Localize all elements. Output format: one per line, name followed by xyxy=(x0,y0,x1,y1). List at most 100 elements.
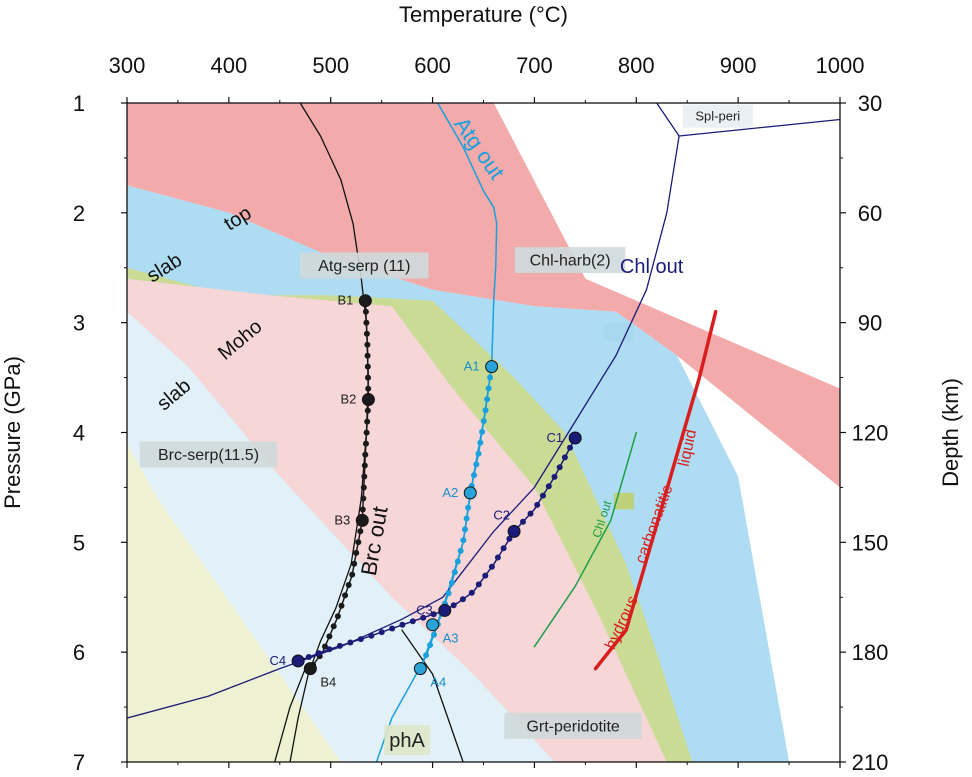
path-dots xyxy=(295,297,579,670)
path-dot-3-18 xyxy=(468,589,475,596)
point-label-c1: C1 xyxy=(547,430,564,445)
axes: 300 400 500 600 700 800 900 1000 1 2 3 4 5 6 7 30 60 90 12… xyxy=(73,53,888,775)
y-tick-label-5: 5 xyxy=(73,530,85,555)
highlight-square-1 xyxy=(603,322,634,342)
x-tick-label-800: 800 xyxy=(618,53,655,78)
path-dot-3-20 xyxy=(450,602,457,609)
field-box-chl-harb-2 xyxy=(514,247,626,274)
path-dot-2-6 xyxy=(480,418,487,424)
path-dot-1-19 xyxy=(360,495,367,502)
path-dot-1-24 xyxy=(353,549,360,556)
curve-hydrous-carbonatitic-liquid xyxy=(593,309,718,671)
path-dot-1-18 xyxy=(360,484,367,491)
path-dot-2-11 xyxy=(471,472,477,479)
field-labels: Atg-serp (11) Chl-harb(2) Brc-serp(11.5) Gr… xyxy=(139,104,753,756)
path-dot-1-32 xyxy=(326,633,333,640)
path-dot-3-31 xyxy=(336,642,343,649)
y-tick-label-7: 7 xyxy=(73,750,85,775)
depth-tick-label-120: 120 xyxy=(852,421,889,446)
path-dot-1-8 xyxy=(365,374,371,381)
path-dot-3-17 xyxy=(475,581,482,588)
y-tick-label-1: 1 xyxy=(73,91,85,116)
path-dot-1-6 xyxy=(364,352,371,359)
path-dot-1-15 xyxy=(362,451,369,458)
path-dot-2-21 xyxy=(448,579,455,586)
path-dot-3-15 xyxy=(488,563,495,570)
labeled-points: A1 A2 A3 A4 B1 B2 B3 B4 C1 C2 C3 C4 xyxy=(269,293,582,690)
depth-tick-label-150: 150 xyxy=(852,530,889,555)
point-label-b3: B3 xyxy=(334,512,350,527)
path-dot-1-30 xyxy=(334,613,341,620)
band-lower-band xyxy=(127,443,341,762)
highlight-squares xyxy=(603,322,634,510)
field-label-grt-peridotite: Grt-peridotite xyxy=(526,718,619,735)
path-dot-3-16 xyxy=(482,572,489,579)
band-slab-moho-lower xyxy=(127,278,667,762)
band-slab-moho-inner xyxy=(127,311,555,762)
path-dot-3-34 xyxy=(305,654,312,660)
path-dot-1-2 xyxy=(362,308,369,315)
path-dot-1-5 xyxy=(364,341,371,348)
y-tick-label-4: 4 xyxy=(73,421,85,446)
curve-spl-peri-right xyxy=(678,118,840,137)
path-dot-1-33 xyxy=(322,643,328,650)
field-label-chl-harb-2: Chl-harb(2) xyxy=(530,253,611,270)
x-tick-label-600: 600 xyxy=(414,53,451,78)
point-a1 xyxy=(485,360,499,374)
point-a3 xyxy=(426,618,440,632)
path-dot-3-25 xyxy=(399,621,406,628)
point-c2 xyxy=(507,524,521,538)
path-dot-3-5 xyxy=(551,473,558,480)
field-box-grt-peridotite xyxy=(504,712,642,739)
path-dot-1-25 xyxy=(351,560,358,567)
x-tick-label-300: 300 xyxy=(109,53,146,78)
field-box-atg-serp-11 xyxy=(300,252,429,279)
point-label-b1: B1 xyxy=(337,293,353,308)
path-dot-1-11 xyxy=(364,407,371,414)
path-dot-2-20 xyxy=(451,569,458,576)
x-tick-label-400: 400 xyxy=(210,53,247,78)
point-label-c3: C3 xyxy=(416,602,433,617)
path-dot-3-28 xyxy=(368,632,375,639)
point-c4 xyxy=(291,654,305,668)
path-dot-3-12 xyxy=(506,535,513,542)
path-dot-1-28 xyxy=(342,592,349,599)
path-dot-1-12 xyxy=(364,418,371,425)
point-b3 xyxy=(355,513,369,527)
path-dot-1-4 xyxy=(363,330,370,337)
path-dot-1-16 xyxy=(361,462,368,469)
annotation-chl-out: Chl out xyxy=(620,256,684,278)
curve-chl-out xyxy=(127,135,680,719)
path-dot-3-26 xyxy=(389,625,396,632)
path-dot-2-4 xyxy=(484,396,491,403)
point-b1 xyxy=(358,294,372,308)
path-dot-2-10 xyxy=(473,461,480,468)
path-dot-1-3 xyxy=(363,319,370,326)
point-b2 xyxy=(361,393,375,407)
path-dot-3-19 xyxy=(459,596,466,603)
path-dot-3-23 xyxy=(420,614,427,621)
path-dot-2-26 xyxy=(431,631,437,638)
x-tick-label-700: 700 xyxy=(516,53,553,78)
curve-chl-out-green xyxy=(533,431,638,648)
point-label-a3: A3 xyxy=(443,631,459,646)
path-dot-2-28 xyxy=(423,652,430,659)
path-dot-1-13 xyxy=(363,429,370,436)
path-dot-3-33 xyxy=(316,650,323,657)
path-dot-2-3 xyxy=(485,385,492,392)
path-dot-3-30 xyxy=(347,639,354,646)
point-label-c2: C2 xyxy=(493,507,510,522)
path-dot-1-26 xyxy=(349,571,356,578)
point-a4 xyxy=(413,662,427,676)
path-dot-2-7 xyxy=(479,428,486,435)
curve-pha-right xyxy=(401,629,464,762)
depth-tick-label-210: 210 xyxy=(852,750,889,775)
path-dot-3-13 xyxy=(500,545,507,552)
field-box-spl-peri xyxy=(682,104,753,128)
slab-bands xyxy=(127,103,840,762)
point-label-b2: B2 xyxy=(340,392,356,407)
path-dot-3-24 xyxy=(409,618,416,625)
path-dot-3-6 xyxy=(545,483,552,490)
path-dot-3-9 xyxy=(527,510,534,517)
y-axis-title-right: Depth (km) xyxy=(938,378,963,487)
